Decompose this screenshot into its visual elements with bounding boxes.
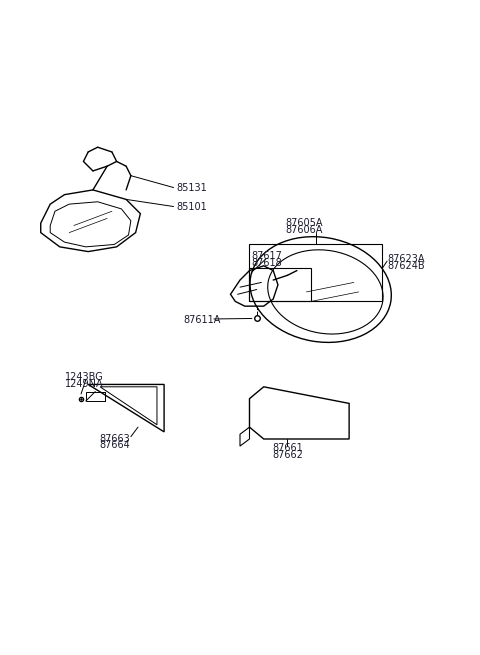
Text: 87624B: 87624B <box>387 261 425 271</box>
Text: 85131: 85131 <box>176 183 207 193</box>
Text: 85101: 85101 <box>176 202 207 212</box>
Text: 1243BG: 1243BG <box>64 372 103 383</box>
Bar <box>250 268 311 301</box>
Text: 87663: 87663 <box>99 434 130 444</box>
Text: 87664: 87664 <box>99 440 130 450</box>
Text: 87661: 87661 <box>272 443 303 453</box>
Text: 87623A: 87623A <box>387 253 425 264</box>
Text: 1249NA: 1249NA <box>64 379 103 390</box>
Text: 87605A: 87605A <box>285 218 323 228</box>
Text: 87611A: 87611A <box>183 316 220 326</box>
Text: 87617: 87617 <box>252 252 283 261</box>
Bar <box>86 392 105 401</box>
Text: 87606A: 87606A <box>285 225 323 235</box>
Bar <box>250 244 383 301</box>
Text: 87662: 87662 <box>272 449 303 460</box>
Text: 87618: 87618 <box>252 259 283 269</box>
